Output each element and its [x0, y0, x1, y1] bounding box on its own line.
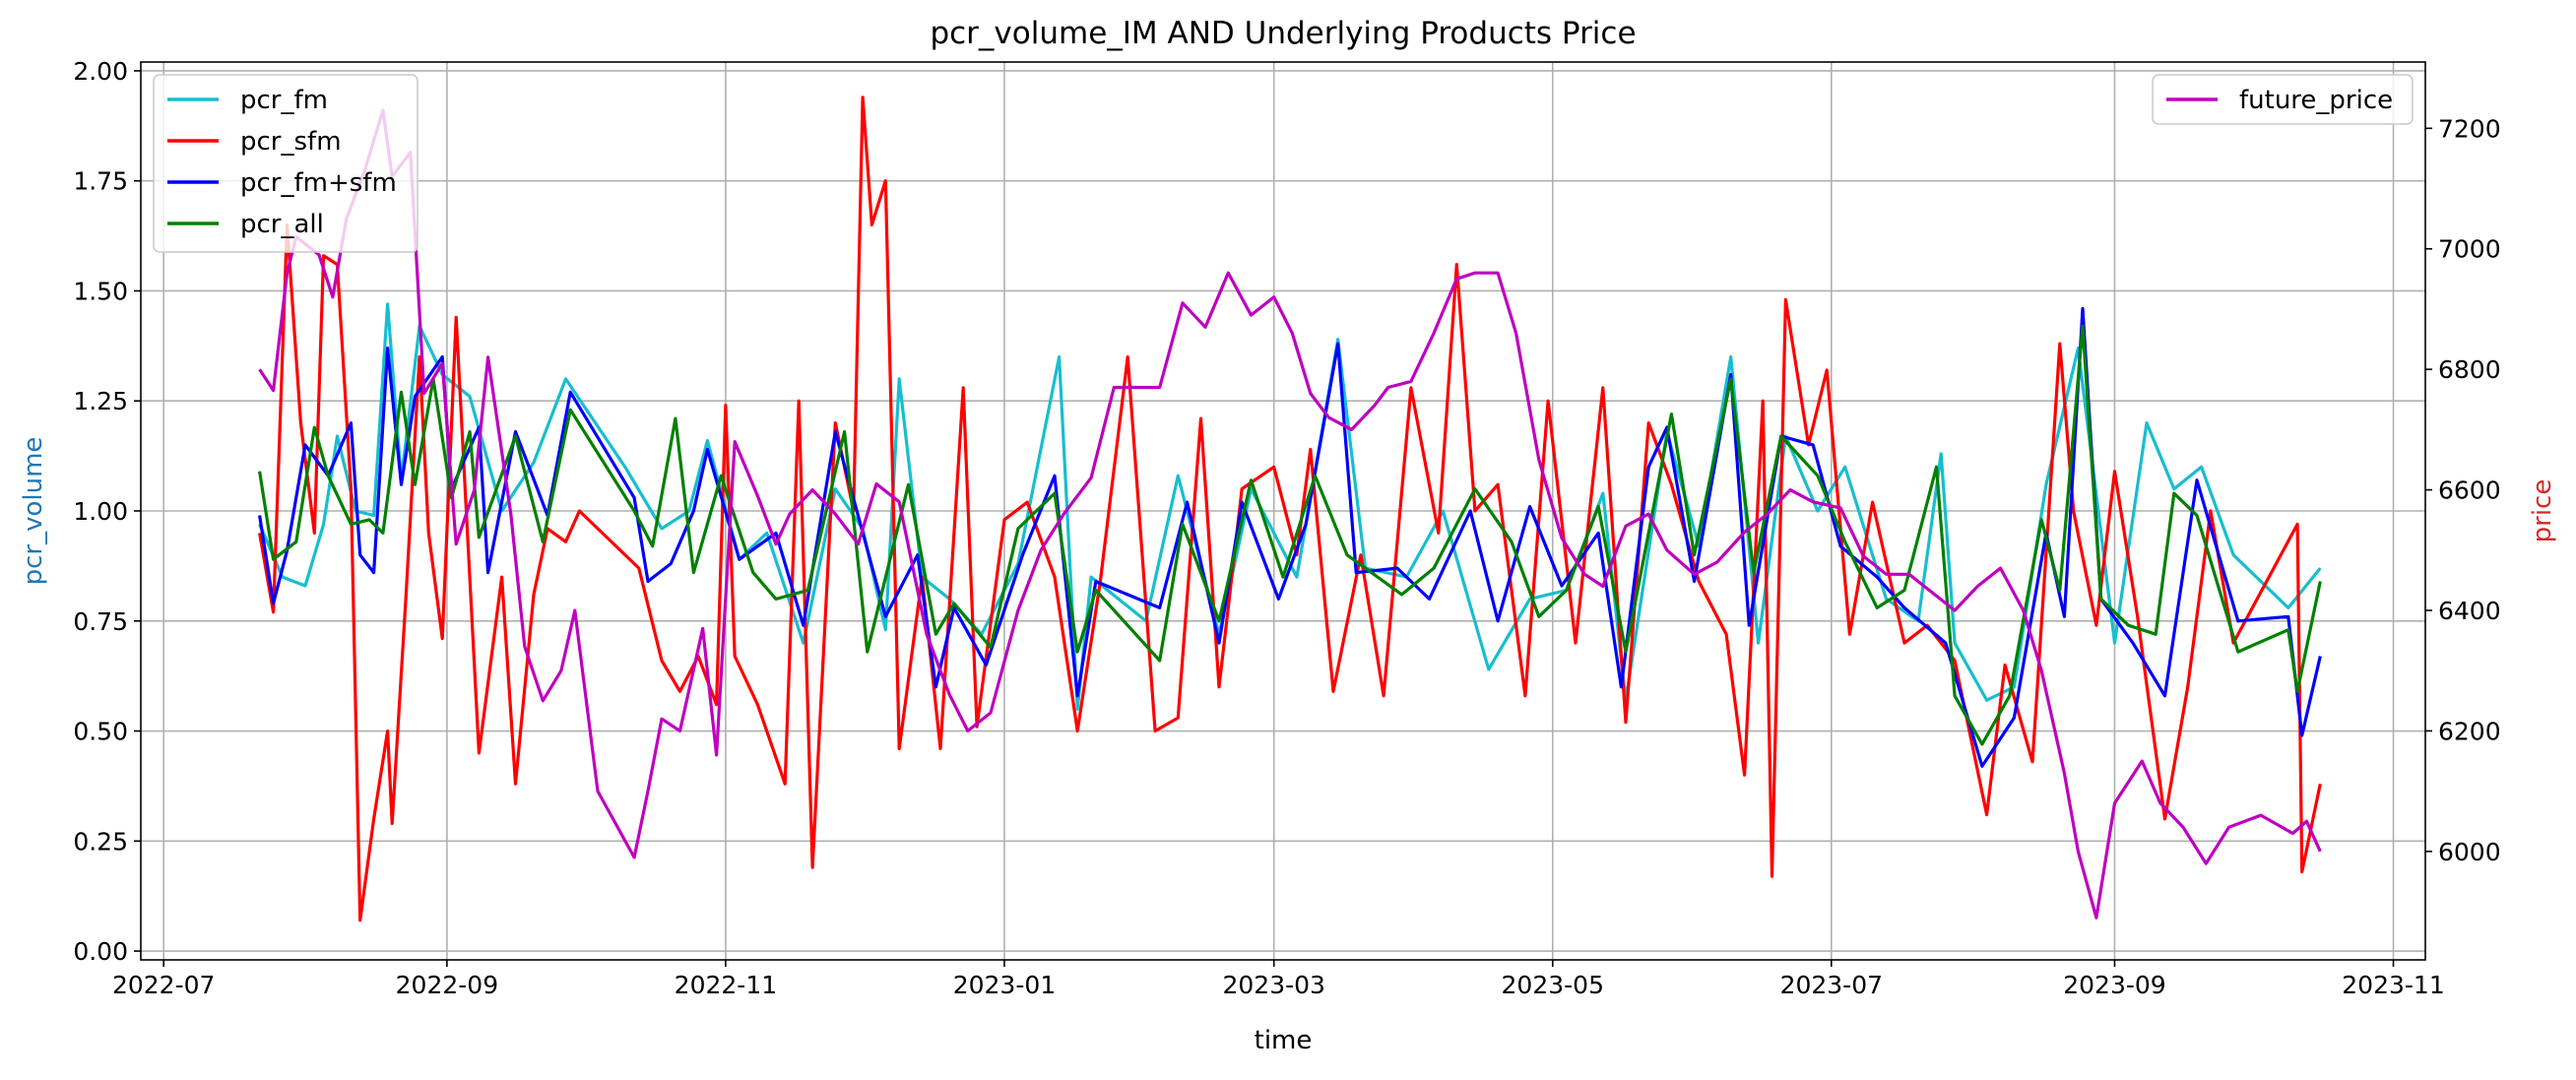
x-tick-label: 2023-01 — [953, 971, 1056, 999]
series-line-pcr-sfm — [258, 95, 2322, 922]
x-tick-label: 2022-11 — [675, 971, 777, 999]
series-line-pcr-fm-sfm — [258, 306, 2322, 768]
legend-label-pcr-fm: pcr_fm — [240, 86, 328, 115]
x-tick-label: 2022-07 — [112, 971, 215, 999]
x-axis-label: time — [1255, 1026, 1313, 1055]
x-tick-label: 2022-09 — [396, 971, 498, 999]
x-tick-label: 2023-11 — [2342, 971, 2444, 999]
y-left-tick-label: 2.00 — [73, 57, 128, 86]
chart-title: pcr_volume_IM AND Underlying Products Pr… — [930, 16, 1636, 51]
legend-label-pcr-fm-sfm: pcr_fm+sfm — [240, 168, 397, 198]
y-right-tick-label: 6200 — [2438, 717, 2501, 745]
y-left-tick-label: 1.25 — [73, 387, 128, 415]
y-right-tick-label: 7000 — [2438, 235, 2501, 264]
legend-right: future_price — [2152, 74, 2414, 125]
legend-label-future-price: future_price — [2239, 86, 2393, 115]
series-layer — [258, 95, 2322, 922]
legend-left-frame — [153, 74, 419, 253]
series-line-future-price — [258, 108, 2322, 920]
y-right-tick-label: 6000 — [2438, 838, 2501, 866]
x-tick-label: 2023-05 — [1502, 971, 1604, 999]
series-line-pcr-all — [258, 324, 2322, 746]
legend-left: pcr_fm pcr_sfm pcr_fm+sfm pcr_all — [153, 74, 419, 253]
grid — [141, 62, 2425, 960]
y-left-tick-label: 0.25 — [73, 827, 128, 856]
x-tick-label: 2023-07 — [1780, 971, 1883, 999]
y-left-tick-label: 0.50 — [73, 718, 128, 746]
y-left-tick-label: 1.50 — [73, 277, 128, 305]
axes: 2022-07 2022-09 2022-11 2023-01 2023-03 2023-… — [73, 57, 2500, 999]
legend-right-frame — [2152, 74, 2414, 125]
y-right-tick-label: 6800 — [2438, 355, 2501, 384]
x-tick-label: 2023-03 — [1222, 971, 1324, 999]
y-left-tick-label: 1.75 — [73, 167, 128, 196]
y-axis-right-label: price — [2528, 479, 2557, 543]
y-left-tick-label: 1.00 — [73, 497, 128, 526]
x-tick-label: 2023-09 — [2063, 971, 2165, 999]
legend-label-pcr-all: pcr_all — [240, 210, 324, 239]
y-left-tick-label: 0.00 — [73, 937, 128, 966]
y-left-tick-label: 0.75 — [73, 607, 128, 636]
y-right-tick-label: 6600 — [2438, 476, 2501, 505]
y-right-tick-label: 7200 — [2438, 114, 2501, 143]
y-right-tick-label: 6400 — [2438, 597, 2501, 625]
legend-label-pcr-sfm: pcr_sfm — [240, 127, 342, 157]
y-axis-left-label: pcr_volume — [19, 437, 48, 586]
